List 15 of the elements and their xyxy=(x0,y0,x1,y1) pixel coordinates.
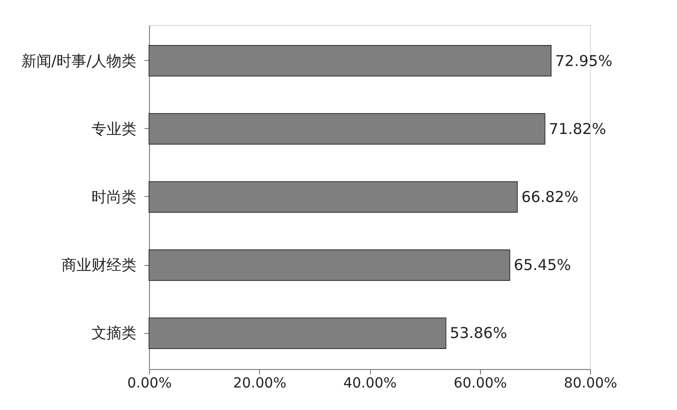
data-label: 66.82% xyxy=(521,188,579,206)
x-tick-label: 40.00% xyxy=(343,376,397,392)
data-label: 53.86% xyxy=(450,324,508,342)
data-label: 72.95% xyxy=(555,52,612,70)
y-tick-label: 专业类 xyxy=(92,120,136,138)
x-tick-label: 80.00% xyxy=(564,376,618,392)
x-tick-label: 20.00% xyxy=(233,376,286,392)
y-tick-label: 文摘类 xyxy=(92,324,136,342)
data-label: 71.82% xyxy=(548,120,606,138)
y-tick-label: 时尚类 xyxy=(92,188,136,206)
y-tick-label: 新闻/时事/人物类 xyxy=(21,52,136,70)
data-label: 65.45% xyxy=(514,256,571,274)
x-tick-label: 0.00% xyxy=(127,376,172,392)
y-tick-label: 商业财经类 xyxy=(62,256,136,274)
x-tick-label: 60.00% xyxy=(454,376,507,392)
